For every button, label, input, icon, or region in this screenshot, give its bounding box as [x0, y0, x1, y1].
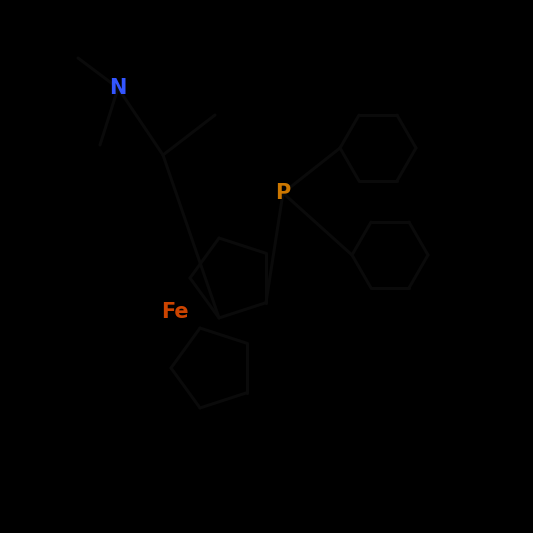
Text: Fe: Fe — [161, 302, 189, 322]
Text: P: P — [276, 183, 290, 203]
Text: N: N — [109, 78, 127, 98]
